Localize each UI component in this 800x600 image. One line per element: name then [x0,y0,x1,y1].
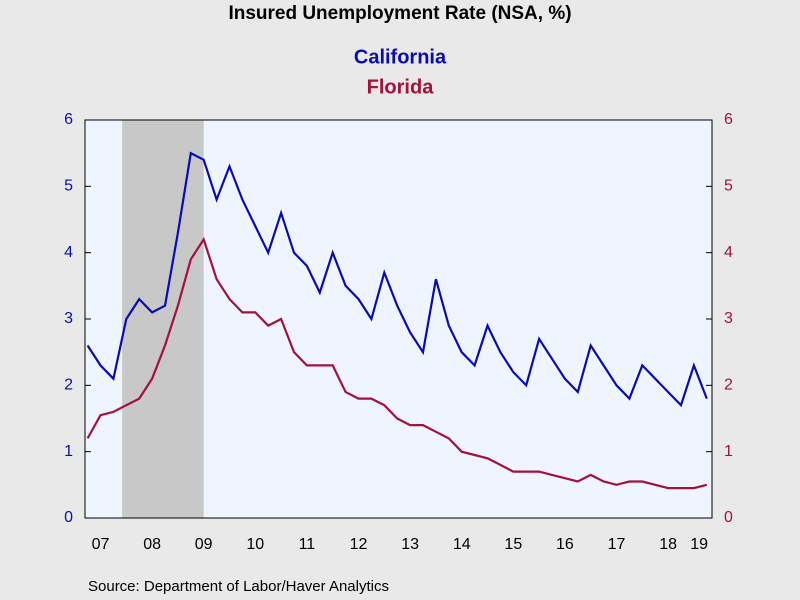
legend-entry: California [354,46,447,68]
x-tick-label: 10 [246,536,264,553]
y-tick-label: 5 [64,178,73,195]
y-tick-label: 4 [64,244,73,261]
y-tick-label: 1 [64,443,73,460]
y2-tick-label: 6 [724,111,733,128]
y2-tick-label: 1 [724,443,733,460]
chart-title: Insured Unemployment Rate (NSA, %) [228,3,571,24]
x-tick-label: 17 [608,536,626,553]
x-tick-label: 14 [453,536,471,553]
y2-tick-label: 4 [724,244,733,261]
y-tick-label: 2 [64,377,73,394]
y2-tick-label: 2 [724,377,733,394]
y-tick-label: 3 [64,310,73,327]
x-tick-label: 19 [690,536,708,553]
y2-tick-label: 5 [724,178,733,195]
x-tick-label: 07 [92,536,110,553]
x-tick-label: 12 [350,536,368,553]
x-tick-label: 16 [556,536,574,553]
x-tick-label: 08 [143,536,161,553]
series-line [86,151,708,408]
y2-tick-label: 3 [724,310,733,327]
series-line [86,236,708,490]
legend-entry: Florida [367,76,435,98]
x-tick-label: 09 [195,536,213,553]
x-tick-label: 11 [299,536,316,553]
source-note: Source: Department of Labor/Haver Analyt… [88,578,389,595]
y2-tick-label: 0 [724,509,733,526]
x-tick-label: 18 [659,536,677,553]
y-tick-label: 6 [64,111,73,128]
x-tick-label: 15 [504,536,522,553]
y-tick-label: 0 [64,509,73,526]
recession-shade [122,120,204,518]
x-tick-label: 13 [401,536,419,553]
